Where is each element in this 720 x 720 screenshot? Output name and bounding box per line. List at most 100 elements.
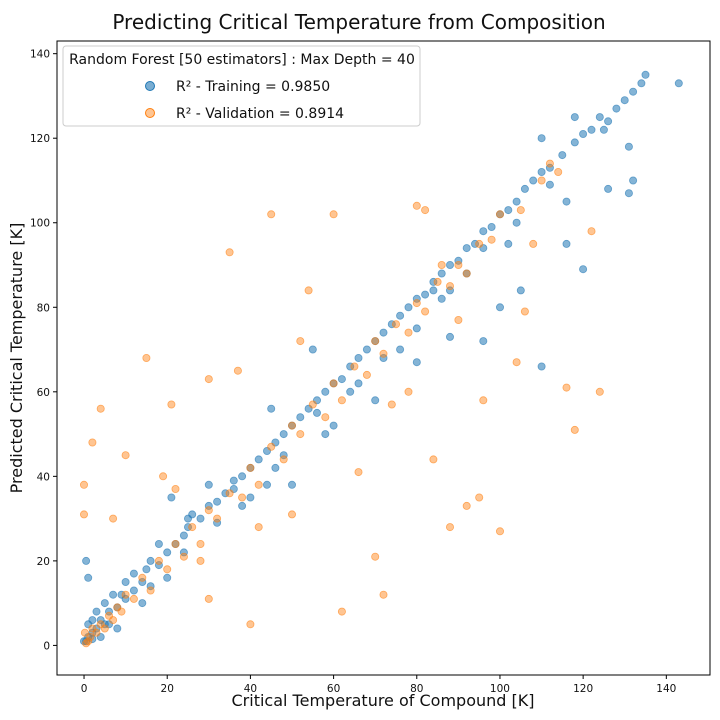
training-point [445,332,454,341]
training-point [246,493,255,502]
training-point [204,501,213,510]
validation-point [379,349,388,358]
validation-point [475,493,484,502]
training-point [629,176,638,185]
training-point [129,569,138,578]
y-tick-label: 20 [37,556,50,568]
training-point [213,518,222,527]
training-point [271,463,280,472]
y-tick-label: 120 [30,133,50,145]
validation-point [171,540,180,549]
training-point [624,142,633,151]
validation-point [570,425,579,434]
validation-point [387,400,396,409]
validation-point [96,404,105,413]
validation-point [433,277,442,286]
training-point [346,387,355,396]
validation-point [454,260,463,269]
validation-point [462,269,471,278]
validation-point [329,210,338,219]
training-point [396,311,405,320]
training-point [504,206,513,215]
training-point [179,531,188,540]
validation-point [329,379,338,388]
x-tick-label: 60 [327,683,340,695]
validation-point [196,540,205,549]
validation-point [238,493,247,502]
training-point [520,184,529,193]
training-point [470,239,479,248]
training-point [429,277,438,286]
validation-point [595,387,604,396]
validation-point [167,400,176,409]
training-point [504,239,513,248]
training-point [163,548,172,557]
training-point [437,294,446,303]
validation-point [159,472,168,481]
validation-point [520,307,529,316]
training-point [254,455,263,464]
training-point [229,476,238,485]
validation-point [109,616,118,625]
training-point [105,607,114,616]
validation-point [554,167,563,176]
training-point [396,345,405,354]
training-point [163,573,172,582]
training-point [221,489,230,498]
validation-point [421,206,430,215]
training-point [379,353,388,362]
x-tick-label: 20 [161,683,174,695]
training-point [379,328,388,337]
training-point [579,129,588,138]
training-point [404,303,413,312]
training-point [604,184,613,193]
y-tick-label: 40 [37,471,50,483]
validation-point [304,286,313,295]
validation-point [129,594,138,603]
validation-point [562,383,571,392]
training-point [516,286,525,295]
training-point [321,430,330,439]
chart-title: Predicting Critical Temperature from Com… [112,10,605,34]
training-point [183,514,192,523]
training-point [371,396,380,405]
training-point [629,87,638,96]
validation-point [254,523,263,532]
validation-point [421,307,430,316]
validation-point [487,235,496,244]
validation-point [296,430,305,439]
training-point [512,218,521,227]
x-axis: 0 20 40 60 80 100 120 140 [81,675,676,695]
validation-point [337,607,346,616]
x-tick-label: 140 [656,683,676,695]
validation-point [80,628,89,637]
validation-point [213,514,222,523]
training-point [462,244,471,253]
training-point [167,493,176,502]
training-point [562,239,571,248]
legend-box [62,45,421,127]
validation-point [225,248,234,257]
validation-point [412,299,421,308]
training-point [312,408,321,417]
validation-point [146,586,155,595]
validation-point [88,624,97,633]
training-point [495,303,504,312]
training-point [84,573,93,582]
training-point [558,151,567,160]
training-point [674,79,683,88]
training-point [287,480,296,489]
validation-point [225,489,234,498]
training-point [279,451,288,460]
validation-point [379,590,388,599]
validation-point [109,514,118,523]
training-point [142,565,151,574]
y-axis-label: Predicted Critical Temperature [K] [7,223,26,494]
validation-point [86,633,95,642]
training-point [279,430,288,439]
training-point [604,117,613,126]
training-point [512,197,521,206]
training-point [387,320,396,329]
validation-point [154,556,163,565]
y-tick-label: 60 [37,387,50,399]
